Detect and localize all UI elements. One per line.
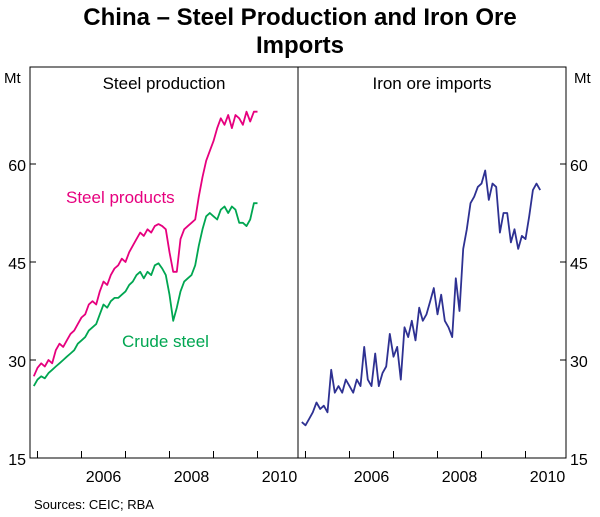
y-tick-label-right: 45: [570, 256, 588, 273]
panel-title-steel-production: Steel production: [103, 74, 226, 93]
x-tick-label: 2010: [262, 469, 298, 486]
x-tick-label: 2010: [530, 469, 566, 486]
series-line-iron-ore-imports: [301, 169, 541, 427]
chart-frame: [29, 66, 567, 459]
series-line-steel-products: [32, 110, 258, 377]
axis-ticks: [30, 163, 566, 459]
y-tick-label-left: 60: [8, 158, 26, 175]
x-tick-label: 2006: [354, 469, 390, 486]
series-label-steel-products: Steel products: [66, 188, 175, 207]
y-tick-label-left: 30: [8, 354, 26, 371]
series-line-crude-steel: [33, 202, 258, 387]
y-tick-label-right: 60: [570, 158, 588, 175]
series-lines: [32, 110, 541, 427]
y-tick-label-right: 30: [570, 354, 588, 371]
y-tick-label-left: 45: [8, 256, 26, 273]
y-tick-label-right: 15: [570, 452, 588, 469]
y-unit-left: Mt: [4, 70, 21, 87]
source-note: Sources: CEIC; RBA: [34, 497, 154, 512]
series-label-crude-steel: Crude steel: [122, 332, 209, 351]
y-unit-right: Mt: [574, 70, 591, 87]
chart-labels: 15 15 30 30 45 45 60 60 Mt Mt Steel production 2006…: [4, 70, 591, 486]
y-tick-label-left: 15: [8, 452, 26, 469]
chart-title-line-1: China – Steel Production and Iron Ore: [83, 4, 517, 31]
panel-title-iron-ore-imports: Iron ore imports: [372, 74, 491, 93]
chart-title: China – Steel Production and Iron Ore Im…: [0, 4, 600, 60]
chart-title-line-2: Imports: [255, 32, 344, 59]
x-tick-label: 2008: [442, 469, 478, 486]
x-tick-label: 2006: [86, 469, 122, 486]
x-tick-label: 2008: [174, 469, 210, 486]
